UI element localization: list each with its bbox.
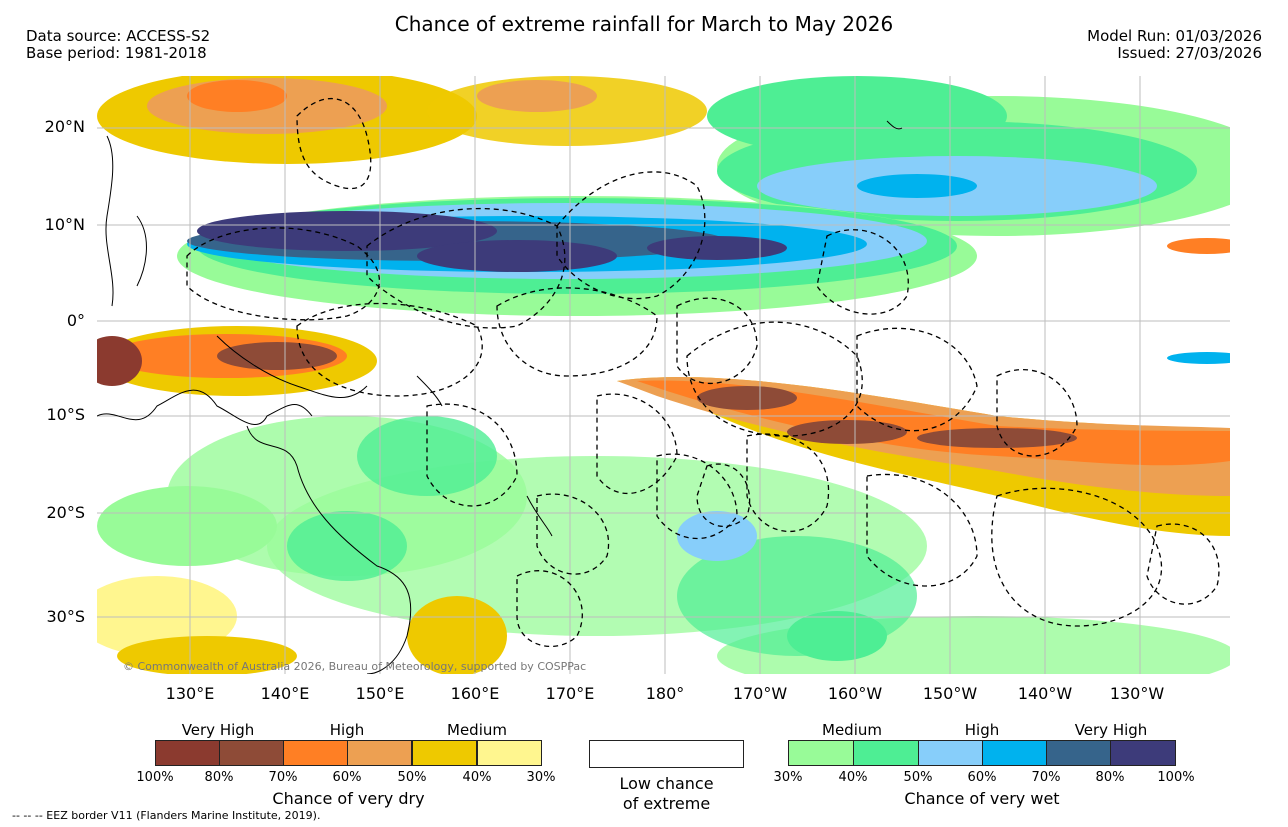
wet-legend-label: Chance of very wet	[904, 789, 1060, 808]
dry-swatch-40-30	[477, 740, 542, 766]
lat-label-30s: 30°S	[46, 607, 85, 626]
dry-swatch-100-80	[155, 740, 220, 766]
lon-label-170w: 170°W	[732, 684, 788, 703]
dry-level-medium: Medium	[447, 721, 507, 739]
wet-tick: 100%	[1157, 770, 1195, 785]
lon-label-160w: 160°W	[827, 684, 883, 703]
wet-tick: 30%	[773, 770, 803, 785]
data-source: Data source: ACCESS-S2	[26, 27, 211, 45]
low-chance-line1: Low chance	[619, 774, 714, 793]
lat-label-10s: 10°S	[46, 405, 85, 424]
dry-tick: 80%	[204, 770, 234, 785]
low-chance-line2: of extreme	[622, 794, 711, 813]
low-chance-label: Low chance of extreme	[589, 774, 744, 814]
model-run: Model Run: 01/03/2026	[1087, 27, 1262, 45]
eez-note: -- -- -- EEZ border V11 (Flanders Marine…	[12, 809, 321, 822]
lon-label-160e: 160°E	[450, 684, 500, 703]
dry-level-very-high: Very High	[181, 721, 255, 739]
wet-level-very-high: Very High	[1074, 721, 1148, 739]
map-canvas	[97, 76, 1230, 674]
dry-swatch-80-70	[219, 740, 284, 766]
lon-label-140w: 140°W	[1017, 684, 1073, 703]
low-chance-swatch	[589, 740, 744, 768]
wet-tick: 40%	[838, 770, 868, 785]
lon-label-150e: 150°E	[355, 684, 405, 703]
dry-swatch-70-60	[283, 740, 348, 766]
lat-label-20n: 20°N	[44, 117, 85, 136]
wet-level-medium: Medium	[822, 721, 882, 739]
lon-label-130e: 130°E	[165, 684, 215, 703]
wet-tick: 60%	[967, 770, 997, 785]
dry-swatch-60-50	[347, 740, 412, 766]
eez-borders	[186, 98, 1220, 647]
northern-wet-region	[177, 76, 1230, 364]
southern-dry-region	[617, 376, 1230, 536]
dry-tick: 40%	[462, 770, 492, 785]
wet-tick: 80%	[1095, 770, 1125, 785]
dry-swatch-50-40	[412, 740, 477, 766]
coastlines	[97, 120, 903, 674]
dry-tick: 60%	[332, 770, 362, 785]
background-patches	[97, 416, 1230, 674]
western-dry-region	[97, 326, 377, 396]
wet-swatch-40-50	[853, 740, 919, 766]
base-period: Base period: 1981-2018	[26, 44, 207, 62]
dry-tick: 30%	[526, 770, 556, 785]
lat-label-20s: 20°S	[46, 503, 85, 522]
lon-label-180: 180°	[645, 684, 685, 703]
lat-label-10n: 10°N	[44, 215, 85, 234]
dry-tick: 100%	[136, 770, 174, 785]
wet-swatch-50-60	[918, 740, 983, 766]
wet-swatch-70-80	[1046, 740, 1111, 766]
northern-dry-region	[97, 76, 707, 164]
lat-label-0: 0°	[66, 311, 85, 330]
wet-swatch-60-70	[982, 740, 1047, 766]
wet-tick: 50%	[903, 770, 933, 785]
lon-label-150w: 150°W	[922, 684, 978, 703]
lon-label-170e: 170°E	[545, 684, 595, 703]
lon-label-140e: 140°E	[260, 684, 310, 703]
dry-level-high: High	[329, 721, 365, 739]
copyright-note: © Commonwealth of Australia 2026, Bureau…	[123, 660, 587, 673]
wet-swatch-30-40	[788, 740, 854, 766]
wet-tick: 70%	[1031, 770, 1061, 785]
dry-legend-label: Chance of very dry	[272, 789, 425, 808]
rainfall-map	[97, 76, 1230, 674]
map-title: Chance of extreme rainfall for March to …	[394, 12, 894, 36]
lon-label-130w: 130°W	[1109, 684, 1165, 703]
wet-swatch-80-100	[1110, 740, 1176, 766]
dry-tick: 70%	[268, 770, 298, 785]
issued-date: Issued: 27/03/2026	[1117, 44, 1262, 62]
dry-tick: 50%	[397, 770, 427, 785]
wet-level-high: High	[964, 721, 1000, 739]
